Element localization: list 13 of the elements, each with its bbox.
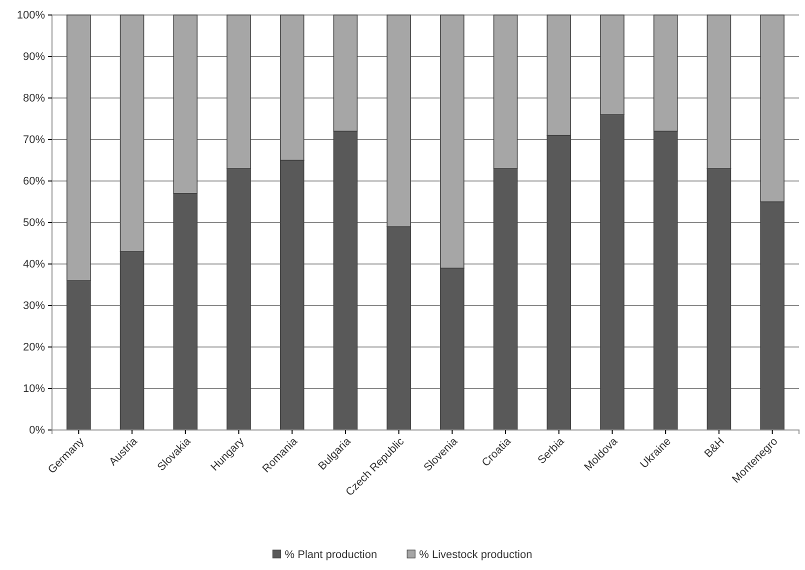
legend-label: % Livestock production — [419, 549, 532, 561]
y-tick-label: 10% — [22, 383, 46, 396]
y-tick-label: 60% — [22, 176, 46, 188]
y-tick-label: 80% — [22, 92, 46, 105]
y-tick-label: 40% — [22, 258, 46, 271]
y-tick-label: 0% — [29, 424, 46, 437]
y-tick-label: 70% — [22, 134, 46, 146]
y-tick-label: 90% — [22, 51, 46, 64]
y-tick-label: 50% — [22, 217, 46, 230]
y-tick-label: 20% — [22, 342, 46, 354]
y-tick-label: 30% — [22, 300, 46, 312]
legend-label: % Plant production — [284, 549, 378, 561]
y-tick-label: 100% — [16, 10, 46, 22]
